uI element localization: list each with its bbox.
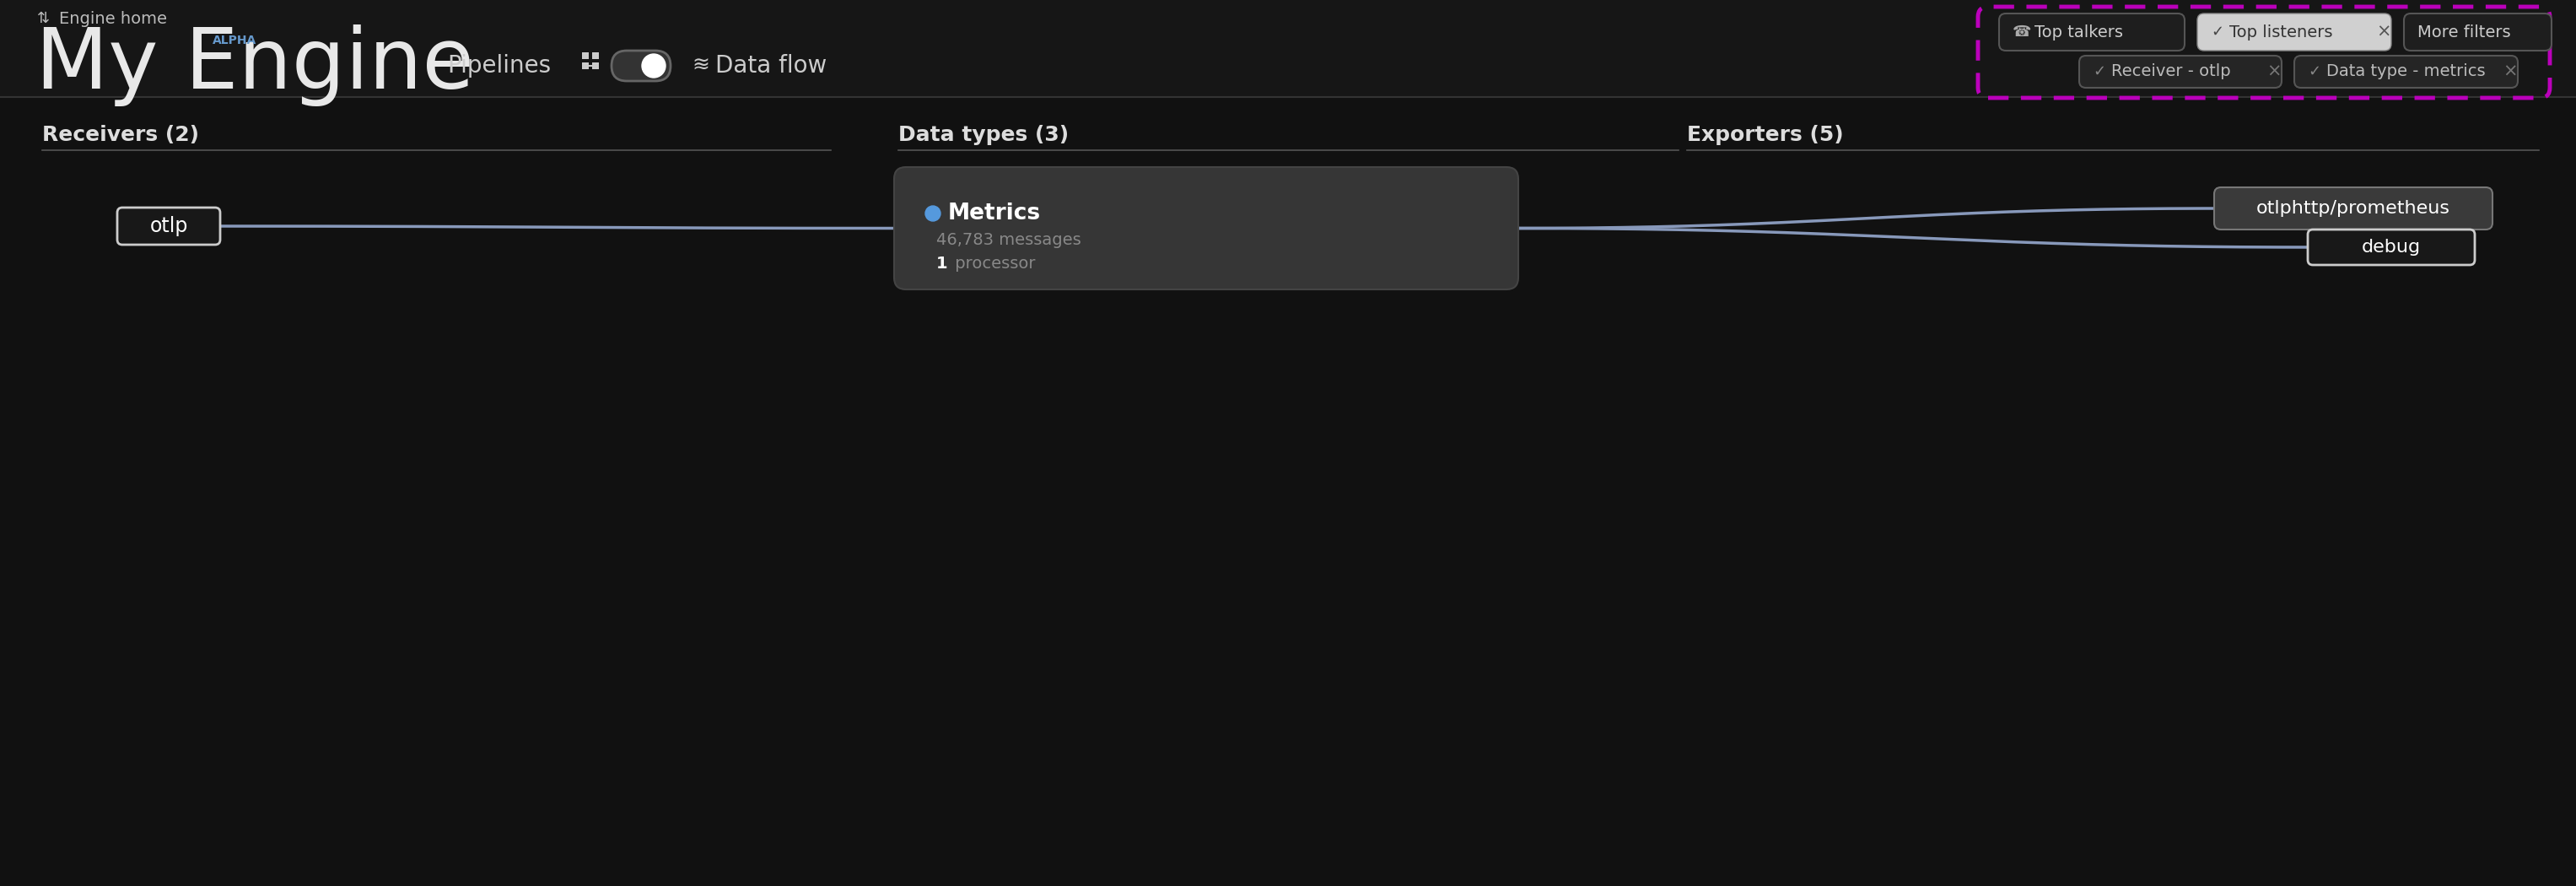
Text: Data types (3): Data types (3) bbox=[899, 125, 1069, 145]
Text: Top listeners: Top listeners bbox=[2228, 24, 2334, 40]
Text: ⇅: ⇅ bbox=[39, 11, 52, 27]
Text: ×: × bbox=[2267, 63, 2282, 80]
Text: processor: processor bbox=[951, 256, 1036, 272]
Text: My Engine: My Engine bbox=[36, 25, 474, 106]
FancyBboxPatch shape bbox=[2079, 56, 2282, 88]
Text: 1: 1 bbox=[935, 256, 948, 272]
Text: 46,783 messages: 46,783 messages bbox=[935, 232, 1082, 248]
FancyBboxPatch shape bbox=[592, 62, 598, 69]
Text: Receiver - otlp: Receiver - otlp bbox=[2112, 64, 2231, 80]
Text: Data flow: Data flow bbox=[716, 54, 827, 78]
FancyBboxPatch shape bbox=[592, 52, 598, 59]
FancyBboxPatch shape bbox=[894, 167, 1517, 290]
Text: ×: × bbox=[2504, 63, 2517, 80]
Circle shape bbox=[925, 206, 940, 222]
FancyBboxPatch shape bbox=[582, 62, 590, 69]
Text: Exporters (5): Exporters (5) bbox=[1687, 125, 1844, 145]
Text: ✓: ✓ bbox=[2092, 64, 2105, 80]
Text: Data type - metrics: Data type - metrics bbox=[2326, 64, 2486, 80]
FancyBboxPatch shape bbox=[2295, 56, 2517, 88]
FancyBboxPatch shape bbox=[1999, 13, 2184, 51]
Text: More filters: More filters bbox=[2416, 24, 2512, 40]
FancyBboxPatch shape bbox=[611, 51, 670, 81]
Text: otlp: otlp bbox=[149, 216, 188, 237]
Text: ≋: ≋ bbox=[693, 56, 708, 76]
Text: Pipelines: Pipelines bbox=[448, 54, 551, 78]
Text: Metrics: Metrics bbox=[948, 203, 1041, 224]
FancyBboxPatch shape bbox=[2403, 13, 2553, 51]
FancyBboxPatch shape bbox=[2197, 13, 2391, 51]
Text: Top talkers: Top talkers bbox=[2035, 24, 2123, 40]
Text: Engine home: Engine home bbox=[59, 11, 167, 27]
Text: ✓: ✓ bbox=[2308, 64, 2321, 80]
Text: ×: × bbox=[2375, 24, 2391, 41]
FancyBboxPatch shape bbox=[2215, 187, 2494, 229]
FancyBboxPatch shape bbox=[118, 207, 219, 245]
Text: otlphttp/prometheus: otlphttp/prometheus bbox=[2257, 200, 2450, 217]
FancyBboxPatch shape bbox=[2308, 229, 2476, 265]
FancyBboxPatch shape bbox=[582, 52, 590, 59]
Circle shape bbox=[641, 54, 665, 78]
Text: ☎: ☎ bbox=[2012, 25, 2032, 40]
Text: ✓: ✓ bbox=[2210, 25, 2223, 40]
Text: debug: debug bbox=[2362, 239, 2421, 256]
Text: ALPHA: ALPHA bbox=[214, 35, 258, 46]
FancyBboxPatch shape bbox=[0, 0, 2576, 97]
Text: Receivers (2): Receivers (2) bbox=[41, 125, 198, 145]
